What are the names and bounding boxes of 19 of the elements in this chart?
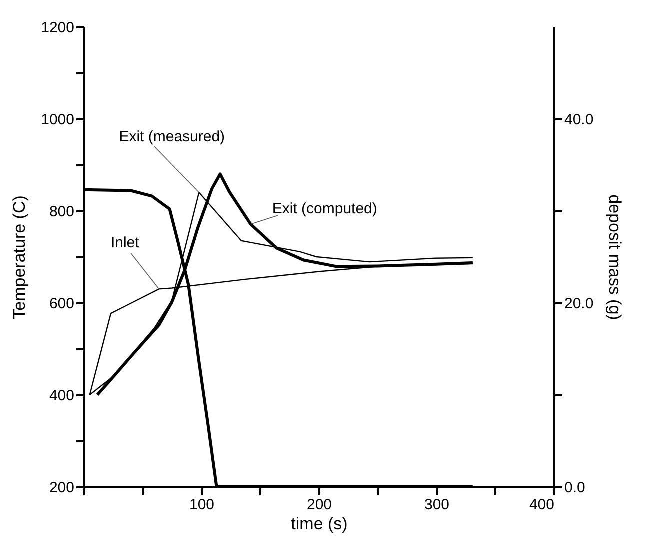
y-tick-label: 600 [49, 296, 74, 312]
x-tick-label: 200 [306, 496, 332, 514]
series-label: Exit (computed) [272, 200, 378, 218]
y-tick-label: 1000 [41, 112, 74, 128]
x-tick-label: 400 [529, 496, 554, 514]
x-axis-title: time (s) [291, 514, 348, 534]
y2-tick-label: 20.0 [564, 296, 594, 312]
y2-tick-label: 40.0 [564, 112, 594, 128]
x-tick-label: 300 [424, 496, 450, 514]
y-tick-label: 200 [49, 480, 74, 496]
y-tick-label: 1200 [41, 20, 74, 36]
y2-tick-label: 0.0 [564, 480, 586, 496]
text: Inlet [110, 234, 140, 252]
y-tick-label: 800 [49, 204, 74, 220]
x-tick-label: 100 [189, 496, 215, 514]
text: Exit (measured) [119, 128, 226, 146]
y-axis-title: Temperature (C) [10, 196, 30, 320]
y2-axis-title: deposit mass (g) [606, 194, 625, 320]
y-tick-label: 400 [49, 388, 74, 404]
